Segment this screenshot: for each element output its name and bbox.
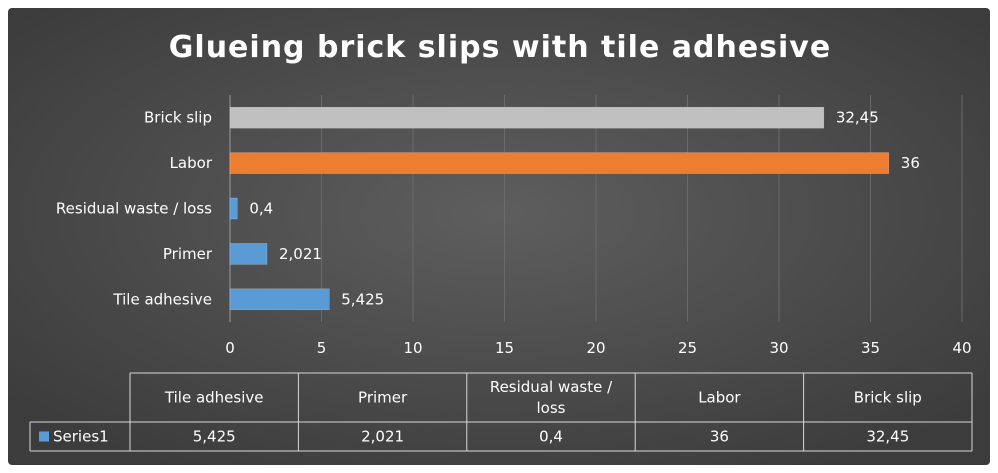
chart-title: Glueing brick slips with tile adhesive — [169, 30, 831, 65]
bar — [229, 197, 238, 220]
table-value-cell: 0,4 — [539, 428, 563, 446]
bar — [229, 243, 268, 265]
data-label: 0,4 — [249, 200, 273, 218]
table-header-cell: Residual waste / loss — [490, 378, 613, 417]
data-table: Tile adhesive Primer Residual waste / loss L… — [29, 372, 973, 452]
data-label: 32,45 — [836, 109, 879, 127]
x-tick-label: 0 — [225, 339, 235, 357]
legend-series-name: Series1 — [53, 428, 109, 446]
table-header-cell: Labor — [698, 389, 741, 407]
category-label: Tile adhesive — [112, 290, 212, 308]
bar — [229, 106, 825, 129]
x-tick-label: 25 — [678, 339, 697, 357]
legend-key — [39, 431, 49, 442]
bars-layer — [229, 106, 890, 311]
x-tick-label: 30 — [769, 339, 788, 357]
table-value-cell: 32,45 — [866, 428, 909, 446]
table-value-cell: 36 — [710, 428, 729, 446]
x-tick-label: 35 — [861, 339, 880, 357]
data-label: 5,425 — [341, 290, 384, 308]
x-tick-label: 10 — [403, 339, 422, 357]
category-label: Residual waste / loss — [56, 200, 212, 218]
table-value-cell: 5,425 — [193, 428, 236, 446]
table-value-cell: 2,021 — [361, 428, 404, 446]
table-header-cell: Primer — [358, 389, 408, 407]
grid-layer — [229, 95, 963, 322]
labels-layer: 0 5 10 15 20 25 30 35 40 Tile adhesive 5,425 Primer… — [56, 109, 972, 357]
chart-background — [8, 8, 990, 465]
data-label: 36 — [901, 154, 920, 172]
table-header-cell: Tile adhesive — [164, 389, 264, 407]
x-tick-label: 5 — [317, 339, 327, 357]
category-label: Labor — [170, 154, 213, 172]
table-header-cell: Brick slip — [854, 389, 922, 407]
x-tick-label: 20 — [586, 339, 605, 357]
category-label: Primer — [163, 245, 213, 263]
x-tick-label: 40 — [952, 339, 971, 357]
data-label: 2,021 — [279, 245, 322, 263]
category-label: Brick slip — [144, 109, 212, 127]
bar — [229, 152, 890, 174]
bar — [229, 288, 330, 311]
x-tick-label: 15 — [495, 339, 514, 357]
